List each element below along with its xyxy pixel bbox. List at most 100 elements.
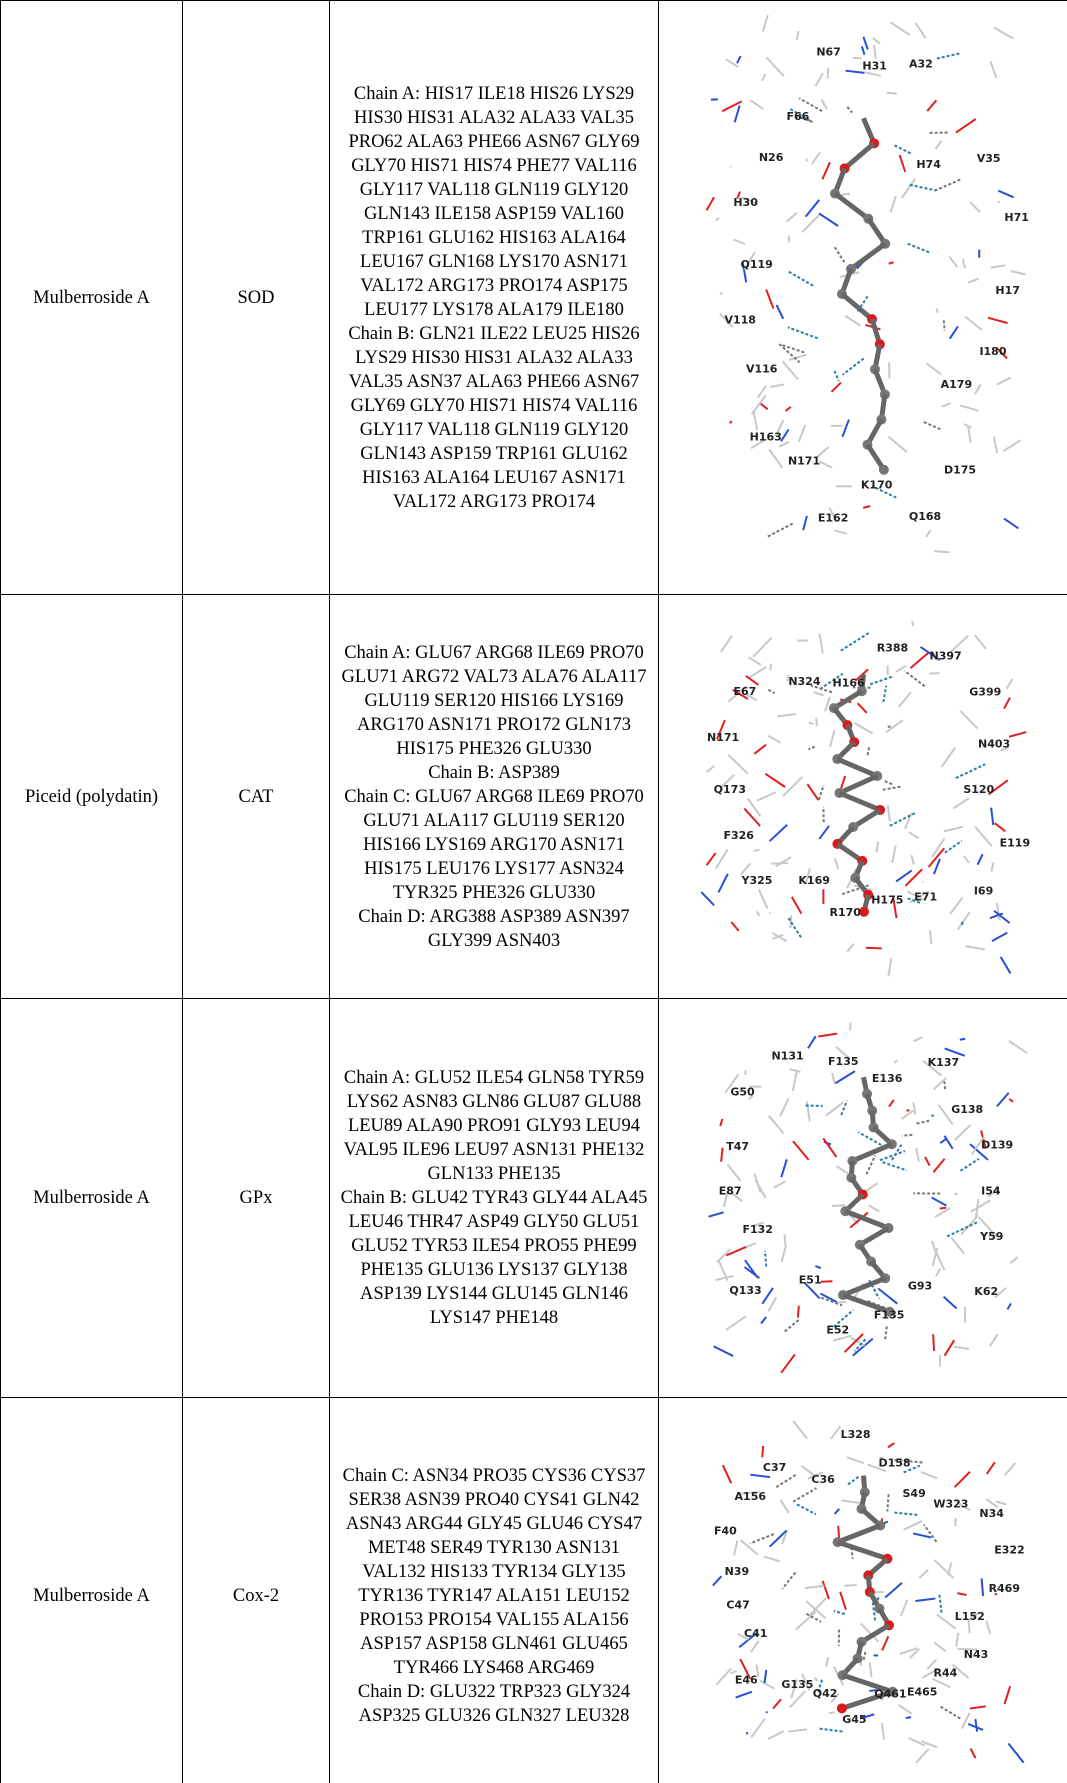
residue-label: N34 — [979, 1507, 1004, 1520]
ligand-bond — [851, 244, 885, 269]
residue-label: E71 — [914, 890, 937, 903]
h-bond — [935, 54, 959, 59]
h-bond — [901, 1135, 911, 1136]
residue-stick — [756, 792, 775, 801]
residue-stick — [725, 59, 738, 67]
h-bond — [943, 320, 944, 331]
residue-stick — [770, 863, 787, 864]
residue-stick — [715, 218, 718, 220]
residue-stick — [773, 1699, 781, 1708]
residue-stick — [834, 1509, 839, 1514]
residue-stick — [872, 38, 879, 44]
h-bond — [749, 1534, 773, 1543]
residue-stick — [806, 159, 807, 162]
residue-stick — [733, 240, 744, 244]
residue-label: R44 — [933, 1667, 957, 1680]
residue-label: Q461 — [874, 1687, 906, 1700]
residue-paragraph: Chain B: GLU42 TYR43 GLY44 ALA45 LEU46 T… — [340, 1186, 648, 1330]
residue-stick — [898, 692, 910, 707]
residue-label: H74 — [916, 158, 941, 171]
residue-stick — [944, 1048, 964, 1055]
residue-stick — [830, 1426, 839, 1439]
residue-label: N324 — [788, 675, 821, 688]
residue-stick — [935, 1269, 940, 1276]
residue-stick — [806, 1102, 809, 1122]
residue-stick — [835, 1071, 855, 1083]
residue-label: N67 — [816, 46, 841, 59]
residue-stick — [888, 262, 893, 264]
residue-stick — [954, 1347, 969, 1349]
residue-stick — [969, 1706, 985, 1708]
residue-stick — [888, 437, 907, 453]
residue-stick — [863, 37, 867, 50]
h-bond — [833, 1611, 844, 1614]
residue-label: E52 — [826, 1323, 849, 1336]
residue-stick — [974, 635, 985, 649]
residue-stick — [1004, 1463, 1015, 1475]
residue-stick — [894, 1060, 897, 1063]
residue-stick — [926, 530, 930, 537]
residue-stick — [1009, 732, 1026, 737]
residue-stick — [792, 1071, 796, 1091]
h-bond — [933, 180, 960, 191]
residue-paragraph: Chain D: ARG388 ASP389 ASN397 GLY399 ASN… — [340, 905, 648, 953]
residue-stick — [910, 653, 928, 668]
ligand-bond — [834, 194, 867, 219]
residues-cell: Chain A: GLU67 ARG68 ILE69 PRO70 GLU71 A… — [330, 595, 659, 999]
residue-stick — [963, 856, 968, 863]
h-bond — [944, 841, 961, 853]
residue-stick — [746, 1732, 747, 1734]
ligand-bond — [844, 143, 874, 168]
residue-stick — [782, 361, 797, 379]
residue-stick — [864, 1183, 877, 1192]
ligand-bond — [837, 1542, 887, 1559]
residue-stick — [715, 1276, 733, 1280]
residue-stick — [769, 449, 782, 468]
residue-stick — [729, 421, 731, 423]
residue-stick — [913, 1037, 922, 1041]
residue-stick — [754, 745, 766, 754]
residue-label: N26 — [758, 151, 783, 164]
residue-stick — [989, 1334, 997, 1346]
residue-stick — [845, 316, 860, 326]
residue-stick — [878, 1288, 897, 1303]
h-bond — [793, 1488, 816, 1502]
residue-stick — [1003, 440, 1020, 451]
residue-stick — [916, 1148, 919, 1161]
residue-stick — [718, 874, 727, 893]
residue-stick — [844, 1585, 856, 1586]
residue-stick — [935, 1208, 950, 1217]
residue-stick — [991, 808, 993, 825]
residue-stick — [750, 100, 763, 109]
residue-stick — [1010, 1257, 1018, 1263]
residue-label: K169 — [798, 874, 830, 887]
h-bond — [818, 785, 823, 800]
residue-stick — [936, 308, 937, 312]
residue-label: H17 — [995, 284, 1020, 297]
residue-stick — [819, 461, 832, 467]
residue-stick — [885, 1583, 902, 1598]
residue-label: N171 — [707, 731, 739, 744]
residue-label: H175 — [871, 893, 903, 906]
residue-label: I180 — [979, 345, 1006, 358]
residue-stick — [827, 68, 828, 78]
h-bond — [866, 1155, 875, 1174]
residue-stick — [847, 944, 854, 952]
residue-stick — [802, 215, 819, 232]
residue-label: E51 — [798, 1273, 821, 1286]
residue-label: E46 — [734, 1674, 757, 1687]
residue-stick — [925, 1157, 930, 1166]
residue-stick — [969, 202, 979, 212]
residue-stick — [812, 152, 820, 164]
residue-stick — [986, 1621, 990, 1634]
residue-stick — [735, 1692, 751, 1698]
residue-label: E119 — [999, 836, 1029, 849]
residue-stick — [955, 119, 975, 133]
residue-stick — [808, 1036, 816, 1048]
h-bond — [916, 1121, 929, 1124]
residue-stick — [943, 1297, 956, 1309]
h-bond — [907, 244, 929, 253]
residue-stick — [823, 1138, 836, 1157]
residues-cell: Chain A: HIS17 ILE18 HIS26 LYS29 HIS30 H… — [330, 1, 659, 595]
